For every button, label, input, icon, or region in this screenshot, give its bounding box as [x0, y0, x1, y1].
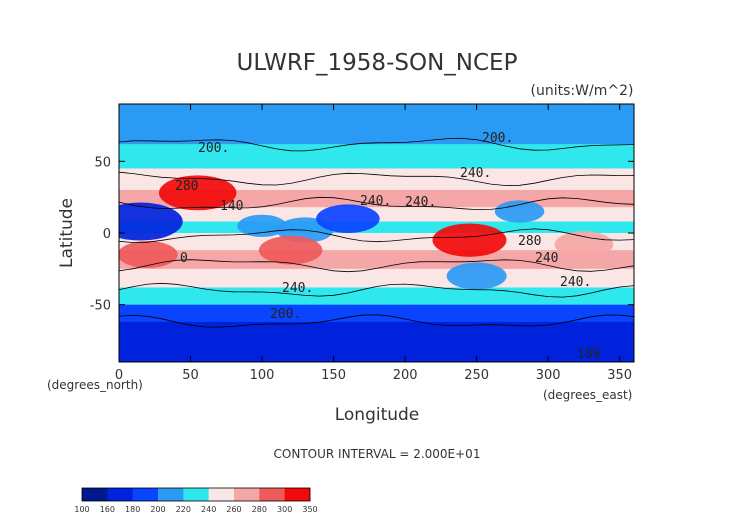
lat-band — [119, 268, 634, 288]
contour-label: 140 — [220, 199, 243, 214]
colorbar-swatch — [107, 488, 133, 501]
contour-interval-text: CONTOUR INTERVAL = 2.000E+01 — [274, 447, 481, 461]
contour-label: 180 — [577, 347, 600, 362]
x-tick-label: 350 — [607, 368, 632, 383]
contour-line — [119, 196, 634, 211]
lat-band — [119, 250, 634, 270]
colorbar-label: 280 — [252, 505, 267, 514]
x-tick-label: 250 — [464, 368, 489, 383]
colorbar-swatch — [183, 488, 209, 501]
contour-label: 240. — [282, 281, 313, 296]
lat-band — [119, 304, 634, 323]
contour-label: 240. — [560, 275, 591, 290]
contour-label: 280 — [175, 179, 198, 194]
contour-line — [119, 137, 634, 152]
y-axis-label: Latitude — [57, 198, 77, 268]
contour-label: 0 — [180, 251, 188, 266]
contour-label: 240. — [460, 166, 491, 181]
contour-label: 200. — [270, 307, 301, 322]
colorbar-label: 160 — [100, 505, 115, 514]
x-axis-ticks: 0 50 100 150 200 250 300 350 — [115, 104, 632, 383]
y-unit-label: (degrees_north) — [47, 378, 143, 392]
chart-title: ULWRF_1958-SON_NCEP — [237, 50, 518, 76]
contour-label: 240. — [405, 195, 436, 210]
colorbar-frame — [81, 487, 311, 502]
colorbar-label: 350 — [302, 505, 317, 514]
x-tick-label: 300 — [536, 368, 561, 383]
x-axis-label: Longitude — [335, 405, 420, 425]
contour-label: 280 — [518, 234, 541, 249]
colorbar-swatch — [82, 488, 108, 501]
colorbar-label: 220 — [176, 505, 191, 514]
x-tick-label: 100 — [250, 368, 275, 383]
contour-labels: 200. 240. 280 200. 240. 140 0 240. 200. 240. 280 24… — [175, 131, 600, 362]
colorbar-label: 180 — [125, 505, 140, 514]
feature-patch — [316, 204, 380, 233]
colorbar-label: 300 — [277, 505, 292, 514]
lat-band — [119, 321, 634, 341]
colorbar-swatch — [234, 488, 260, 501]
x-tick-label: 200 — [393, 368, 418, 383]
units-label: (units:W/m^2) — [531, 83, 634, 99]
feature-patch — [432, 223, 507, 257]
x-tick-label: 0 — [115, 368, 123, 383]
lat-band — [119, 168, 634, 191]
colorbar-label: 200 — [150, 505, 165, 514]
colorbar-swatch — [208, 488, 235, 501]
field-map — [119, 104, 634, 362]
feature-patch — [494, 200, 545, 223]
colorbar-label: 240 — [201, 505, 216, 514]
contour-line — [119, 228, 634, 244]
contour-line — [119, 259, 634, 273]
lat-band — [119, 221, 634, 234]
lat-band — [119, 144, 634, 169]
lat-band — [119, 287, 634, 306]
colorbar-label: 100 — [74, 505, 89, 514]
y-tick-label: 0 — [103, 227, 111, 242]
x-tick-label: 50 — [182, 368, 199, 383]
contour-line — [119, 314, 634, 328]
y-axis-ticks: 50 0 -50 — [90, 155, 634, 314]
contour-line — [119, 171, 634, 186]
lat-band — [119, 125, 634, 145]
y-tick-label: -50 — [90, 299, 111, 314]
contour-line — [119, 282, 634, 298]
feature-patch — [258, 235, 323, 265]
x-tick-label: 150 — [321, 368, 346, 383]
feature-patch — [119, 241, 178, 268]
contour-label: 240 — [535, 251, 558, 266]
contour-label: 240. — [360, 194, 391, 209]
contour-lines — [119, 137, 634, 328]
colorbar: 100 160 180 200 220 240 260 280 300 350 — [74, 487, 318, 514]
feature-patch — [554, 231, 614, 258]
regional-features — [119, 175, 614, 290]
colorbar-swatch — [158, 488, 184, 501]
feature-patch — [158, 175, 237, 211]
contour-label: 200. — [198, 141, 229, 156]
y-tick-label: 50 — [94, 155, 111, 170]
colorbar-label: 260 — [226, 505, 241, 514]
feature-patch — [446, 262, 507, 290]
colorbar-swatch — [259, 488, 285, 501]
x-unit-label: (degrees_east) — [543, 388, 632, 402]
contour-label: 200. — [482, 131, 513, 146]
lat-band — [119, 340, 634, 362]
colorbar-swatch — [132, 488, 159, 501]
feature-patch — [119, 202, 183, 241]
lat-band — [119, 104, 634, 126]
colorbar-swatch — [284, 488, 311, 501]
